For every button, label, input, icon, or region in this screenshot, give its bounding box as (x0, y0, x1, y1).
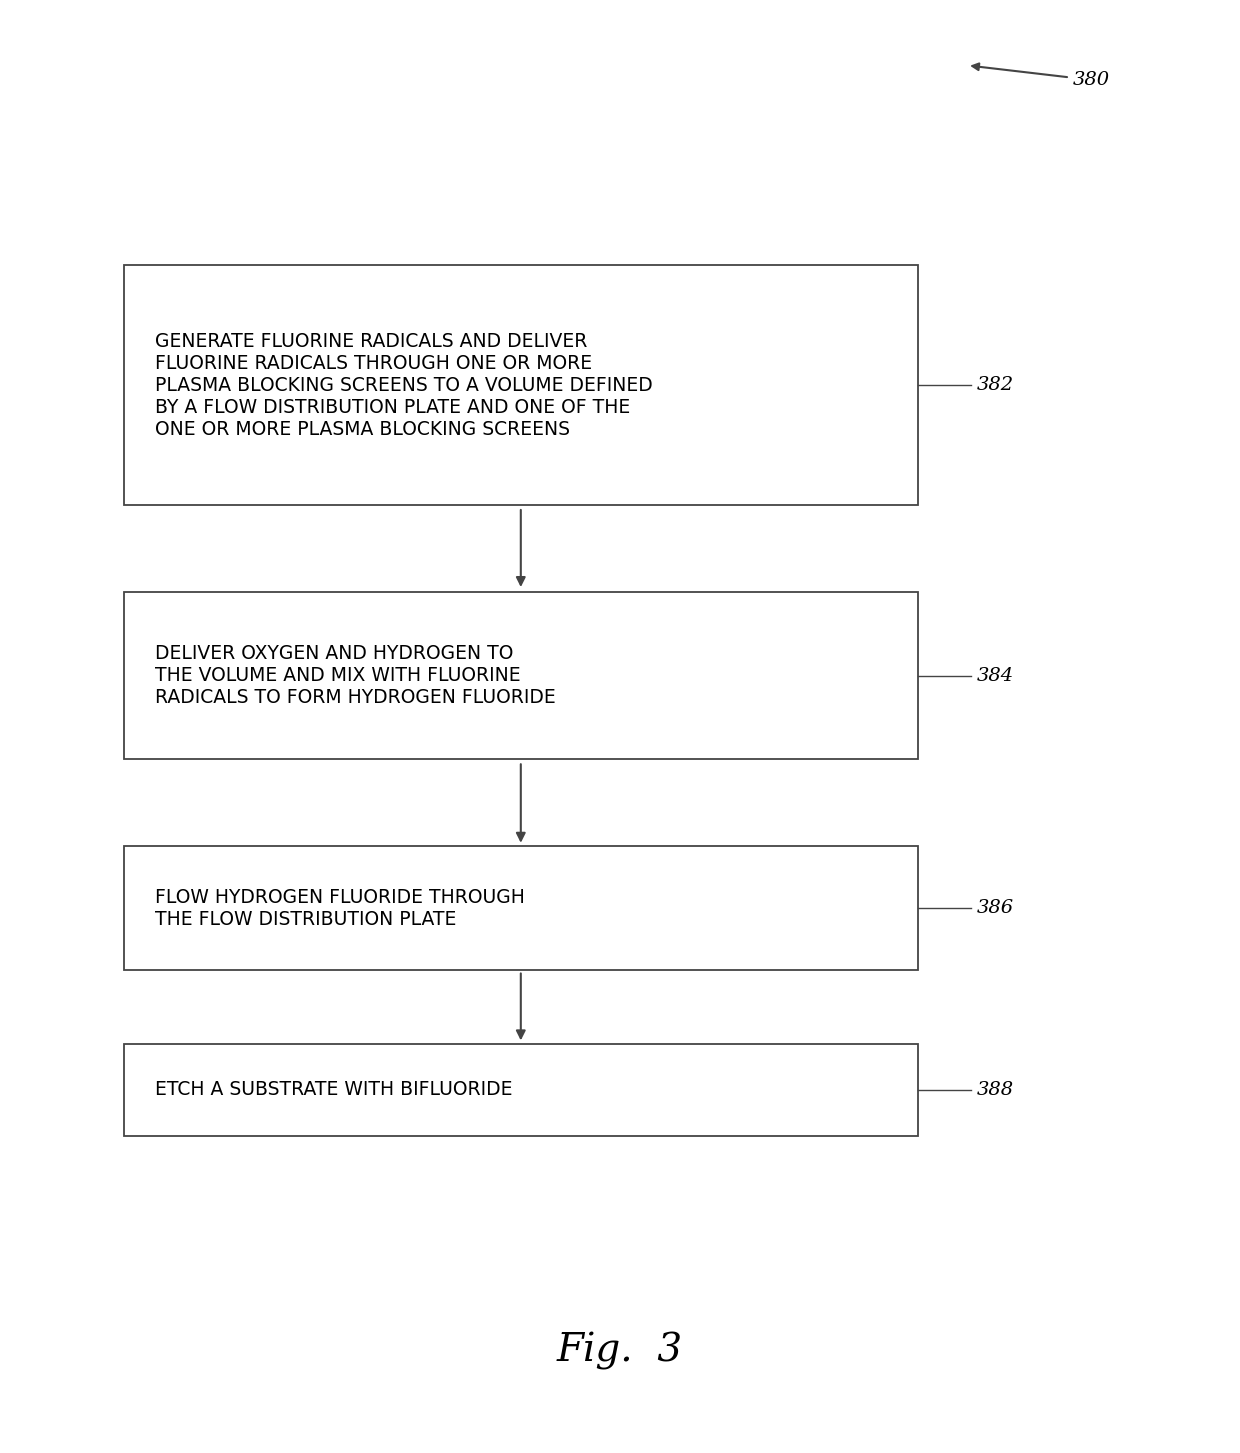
Text: 382: 382 (977, 376, 1014, 394)
Text: ETCH A SUBSTRATE WITH BIFLUORIDE: ETCH A SUBSTRATE WITH BIFLUORIDE (155, 1080, 512, 1100)
Text: DELIVER OXYGEN AND HYDROGEN TO
THE VOLUME AND MIX WITH FLUORINE
RADICALS TO FORM: DELIVER OXYGEN AND HYDROGEN TO THE VOLUM… (155, 644, 556, 708)
FancyBboxPatch shape (124, 1043, 918, 1136)
Text: 380: 380 (972, 64, 1110, 89)
Text: 388: 388 (977, 1081, 1014, 1098)
FancyBboxPatch shape (124, 593, 918, 758)
Text: Fig.  3: Fig. 3 (557, 1332, 683, 1370)
Text: 384: 384 (977, 667, 1014, 684)
Text: 386: 386 (977, 899, 1014, 917)
FancyBboxPatch shape (124, 846, 918, 971)
Text: GENERATE FLUORINE RADICALS AND DELIVER
FLUORINE RADICALS THROUGH ONE OR MORE
PLA: GENERATE FLUORINE RADICALS AND DELIVER F… (155, 331, 652, 439)
FancyBboxPatch shape (124, 264, 918, 506)
Text: FLOW HYDROGEN FLUORIDE THROUGH
THE FLOW DISTRIBUTION PLATE: FLOW HYDROGEN FLUORIDE THROUGH THE FLOW … (155, 888, 525, 928)
